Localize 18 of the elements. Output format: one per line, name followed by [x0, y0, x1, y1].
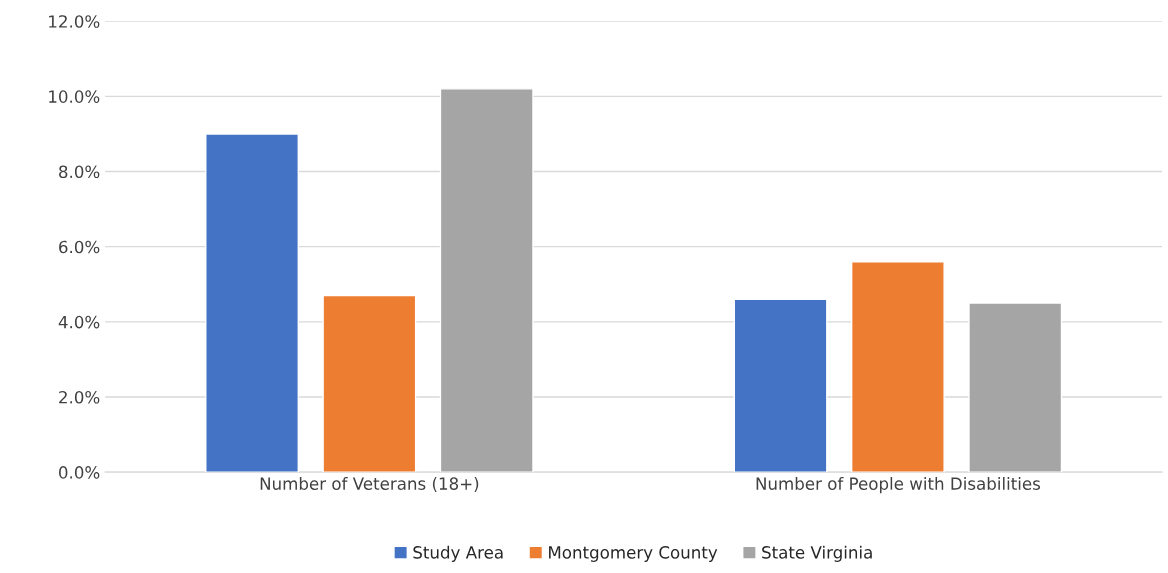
y-tick-label: 12.0% [49, 15, 100, 28]
bar [205, 133, 299, 473]
y-tick-label: 4.0% [58, 315, 100, 329]
bar [322, 294, 417, 473]
bar [733, 298, 828, 473]
y-tick-label: 2.0% [59, 390, 100, 404]
legend-label: Study Area [413, 545, 503, 562]
y-tick-label: 6.0% [59, 240, 100, 254]
legend-label: State Virginia [762, 545, 872, 562]
legend-label: Montgomery County [549, 546, 718, 562]
y-tick-label: 8.0% [59, 165, 100, 179]
bar [850, 261, 945, 473]
y-tick-label: 0.0% [59, 466, 100, 479]
y-tick-label: 10.0% [49, 90, 100, 103]
bar [439, 88, 534, 473]
bar [968, 302, 1063, 473]
x-tick-label: Number of Veterans (18+) [260, 477, 479, 492]
x-tick-label: Number of People with Disabilities [756, 477, 1041, 494]
